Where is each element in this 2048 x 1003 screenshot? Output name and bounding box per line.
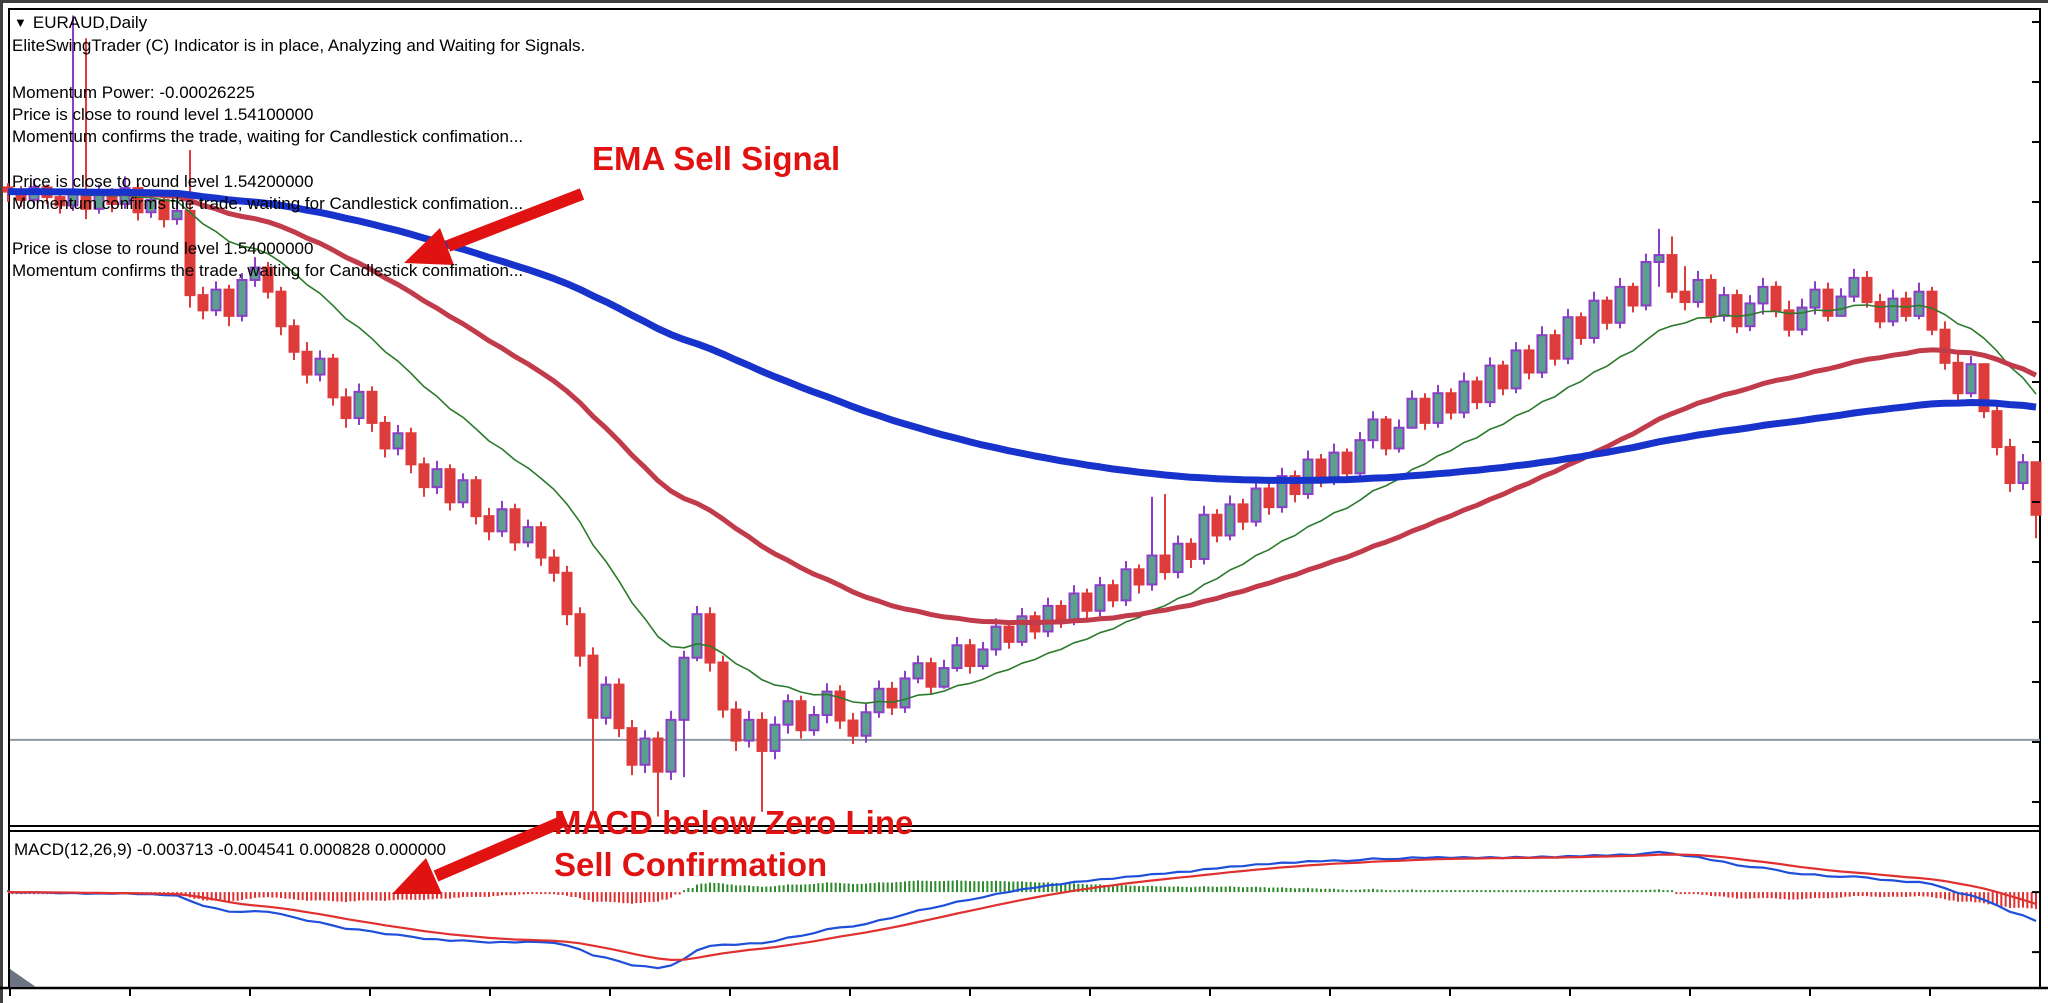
ema-sell-signal-annotation: EMA Sell Signal — [592, 140, 841, 177]
window-top-edge — [0, 0, 2048, 3]
round-level-line-2: Price is close to round level 1.54200000 — [12, 172, 314, 191]
ema-sell-arrow — [404, 188, 585, 265]
confirmation-line-3: Momentum confirms the trade, waiting for… — [12, 261, 524, 280]
chart-series-group — [2, 15, 2042, 996]
axis-corner-triangle — [10, 969, 36, 987]
symbol-timeframe-label[interactable]: ▼ EURAUD,Daily — [14, 12, 147, 34]
window-left-edge — [0, 0, 3, 1003]
macd-below-zero-annotation: MACD below Zero Line — [554, 804, 914, 841]
macd-sell-arrow — [392, 814, 569, 894]
symbol-text: EURAUD,Daily — [32, 13, 148, 32]
momentum-power-line: Momentum Power: -0.00026225 — [12, 83, 255, 102]
sell-confirmation-annotation: Sell Confirmation — [554, 846, 828, 883]
confirmation-line-1: Momentum confirms the trade, waiting for… — [12, 127, 524, 146]
chevron-down-icon[interactable]: ▼ — [14, 15, 27, 30]
indicator-status-line: EliteSwingTrader (C) Indicator is in pla… — [12, 36, 586, 55]
confirmation-line-2: Momentum confirms the trade, waiting for… — [12, 194, 524, 213]
round-level-line-3: Price is close to round level 1.54000000 — [12, 239, 314, 258]
macd-indicator-label: MACD(12,26,9) -0.003713 -0.004541 0.0008… — [14, 840, 446, 859]
round-level-line-1: Price is close to round level 1.54100000 — [12, 105, 314, 124]
